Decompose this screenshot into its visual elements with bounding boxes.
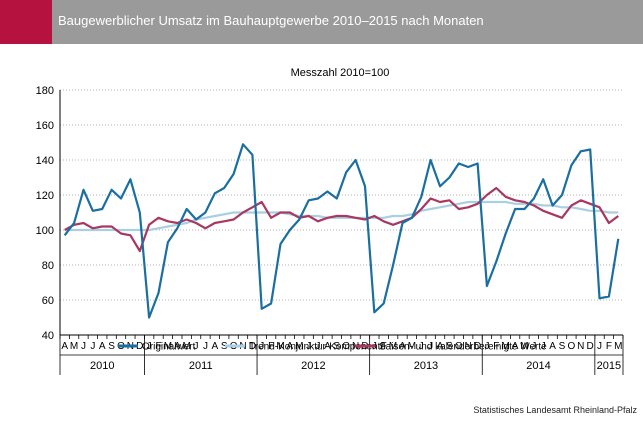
y-tick-label: 40 bbox=[42, 330, 54, 342]
x-year-label: 2014 bbox=[526, 360, 550, 372]
y-tick-label: 140 bbox=[36, 155, 54, 167]
header-accent bbox=[0, 0, 52, 44]
x-month-label: A bbox=[99, 341, 106, 352]
legend: Originalwert Trend-Konjunktur-KomponenteS… bbox=[118, 342, 547, 353]
line-chart: Messzahl 2010=100 406080100120140160180 … bbox=[36, 67, 624, 375]
x-month-label: A bbox=[61, 341, 68, 352]
series-line bbox=[64, 200, 619, 232]
x-month-label: M bbox=[183, 341, 191, 352]
x-month-label: J bbox=[428, 341, 433, 352]
legend-label: Trend-Konjunktur-Komponente bbox=[249, 342, 386, 353]
x-month-label: J bbox=[259, 341, 264, 352]
x-month-label: J bbox=[81, 341, 86, 352]
x-month-label: A bbox=[211, 341, 218, 352]
x-month-label: N bbox=[465, 341, 472, 352]
x-month-label: M bbox=[295, 341, 303, 352]
series-line bbox=[64, 186, 619, 253]
x-month-label: S bbox=[559, 341, 566, 352]
x-month-label: M bbox=[502, 341, 510, 352]
x-year-label: 2012 bbox=[301, 360, 325, 372]
x-month-label: F bbox=[381, 341, 387, 352]
x-month-label: J bbox=[484, 341, 489, 352]
x-month-label: O bbox=[455, 341, 463, 352]
x-month-label: F bbox=[155, 341, 161, 352]
x-month-label: J bbox=[203, 341, 208, 352]
x-month-label: A bbox=[324, 341, 331, 352]
x-month-label: J bbox=[531, 341, 536, 352]
x-month-label: D bbox=[474, 341, 481, 352]
source-note: Statistisches Landesamt Rheinland-Pfalz bbox=[473, 405, 637, 415]
x-month-label: M bbox=[70, 341, 78, 352]
y-tick-label: 100 bbox=[36, 225, 54, 237]
x-month-label: J bbox=[419, 341, 424, 352]
series-line bbox=[63, 143, 620, 319]
x-month-label: D bbox=[249, 341, 256, 352]
chart-title: Baugewerblicher Umsatz im Bauhauptgewerb… bbox=[58, 13, 484, 28]
x-month-label: A bbox=[287, 341, 294, 352]
x-month-label: M bbox=[164, 341, 172, 352]
x-month-label: D bbox=[587, 341, 594, 352]
x-month-label: A bbox=[437, 341, 444, 352]
x-month-label: N bbox=[577, 341, 584, 352]
x-month-label: A bbox=[512, 341, 519, 352]
x-month-label: F bbox=[606, 341, 612, 352]
x-month-label: A bbox=[399, 341, 406, 352]
x-month-label: S bbox=[446, 341, 453, 352]
y-tick-label: 60 bbox=[42, 295, 54, 307]
x-month-label: J bbox=[597, 341, 602, 352]
x-month-label: J bbox=[90, 341, 95, 352]
x-year-label: 2013 bbox=[414, 360, 438, 372]
legend-label: Saison- und kalenderbereinigte Werte bbox=[379, 342, 547, 353]
x-year-label: 2015 bbox=[597, 360, 621, 372]
x-month-label: M bbox=[408, 341, 416, 352]
y-tick-label: 120 bbox=[36, 190, 54, 202]
x-month-label: S bbox=[221, 341, 228, 352]
x-month-label: J bbox=[194, 341, 199, 352]
x-month-label: F bbox=[493, 341, 499, 352]
x-month-label: S bbox=[333, 341, 340, 352]
x-month-label: J bbox=[316, 341, 321, 352]
x-month-label: A bbox=[174, 341, 181, 352]
x-month-label: A bbox=[549, 341, 556, 352]
axes bbox=[59, 90, 624, 375]
x-month-label: M bbox=[520, 341, 528, 352]
y-tick-label: 160 bbox=[36, 120, 54, 132]
x-month-label: M bbox=[614, 341, 622, 352]
x-month-label: M bbox=[276, 341, 284, 352]
x-month-label: D bbox=[136, 341, 143, 352]
x-year-label: 2011 bbox=[189, 360, 213, 372]
x-month-label: O bbox=[568, 341, 576, 352]
y-tick-label: 80 bbox=[42, 260, 54, 272]
x-year-label: 2010 bbox=[90, 360, 114, 372]
x-month-label: J bbox=[147, 341, 152, 352]
x-month-label: J bbox=[306, 341, 311, 352]
x-month-label: F bbox=[268, 341, 274, 352]
y-tick-label: 180 bbox=[36, 85, 54, 97]
grid bbox=[60, 89, 623, 336]
series-lines bbox=[63, 143, 620, 319]
x-month-label: M bbox=[389, 341, 397, 352]
header-bar: Baugewerblicher Umsatz im Bauhauptgewerb… bbox=[0, 0, 643, 44]
x-month-label: O bbox=[342, 341, 350, 352]
x-month-label: J bbox=[541, 341, 546, 352]
chart-subtitle: Messzahl 2010=100 bbox=[291, 67, 390, 79]
legend-label: Originalwert bbox=[142, 342, 196, 353]
x-month-label: S bbox=[108, 341, 115, 352]
y-tick-labels: 40 60 80 100 120 140 160 180 bbox=[36, 85, 54, 342]
